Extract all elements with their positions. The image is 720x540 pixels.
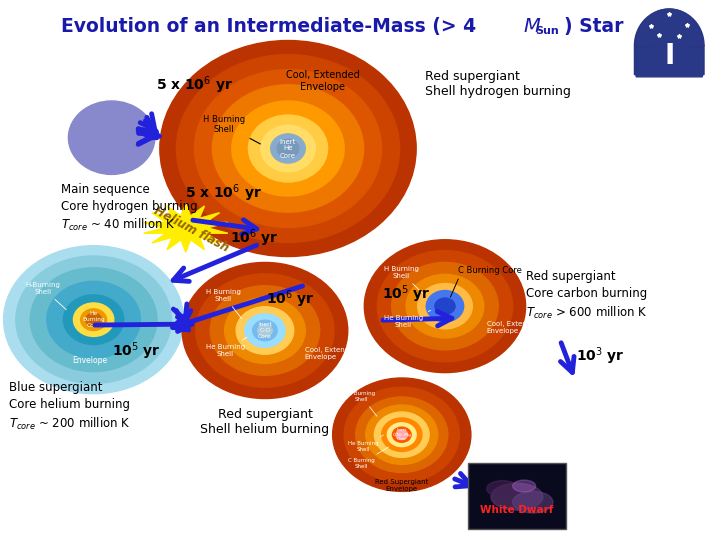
Text: H Burning
Shell: H Burning Shell bbox=[206, 289, 242, 319]
Ellipse shape bbox=[513, 491, 553, 513]
Ellipse shape bbox=[364, 240, 526, 373]
Text: Red supergiant
Shell hydrogen burning: Red supergiant Shell hydrogen burning bbox=[425, 70, 571, 98]
Ellipse shape bbox=[68, 101, 155, 174]
Text: $\mathit{M}$: $\mathit{M}$ bbox=[523, 17, 541, 36]
Ellipse shape bbox=[30, 268, 157, 372]
Ellipse shape bbox=[487, 481, 518, 497]
Ellipse shape bbox=[245, 314, 285, 347]
Text: Red Supergiant
Envelope: Red Supergiant Envelope bbox=[375, 479, 428, 492]
Ellipse shape bbox=[236, 307, 294, 354]
Text: Main sequence
Core hydrogen burning
$T_{core}$ ~ 40 million K: Main sequence Core hydrogen burning $T_{… bbox=[61, 183, 198, 233]
Ellipse shape bbox=[63, 295, 124, 345]
Ellipse shape bbox=[16, 256, 171, 383]
Ellipse shape bbox=[435, 298, 455, 314]
Text: Envelope: Envelope bbox=[73, 356, 107, 364]
Text: 5 x 10$^6$ yr: 5 x 10$^6$ yr bbox=[156, 75, 233, 96]
Text: 10$^6$ yr: 10$^6$ yr bbox=[230, 228, 279, 249]
Ellipse shape bbox=[377, 251, 513, 362]
Text: Blue supergiant
Core helium burning
$T_{core}$ ~ 200 million K: Blue supergiant Core helium burning $T_{… bbox=[9, 381, 130, 431]
Ellipse shape bbox=[387, 423, 416, 447]
Ellipse shape bbox=[86, 313, 102, 326]
Text: He Burning
Shell: He Burning Shell bbox=[384, 310, 431, 328]
Text: 10$^5$ yr: 10$^5$ yr bbox=[382, 284, 431, 305]
Text: Inert
He
Core: Inert He Core bbox=[280, 138, 296, 159]
Text: Inert
C-O
Core: Inert C-O Core bbox=[258, 322, 272, 339]
Text: 10$^3$ yr: 10$^3$ yr bbox=[576, 346, 625, 367]
Text: Cool, Extended
Envelope: Cool, Extended Envelope bbox=[305, 347, 357, 360]
Ellipse shape bbox=[261, 125, 315, 172]
Ellipse shape bbox=[248, 115, 328, 182]
Text: He Burning
Shell: He Burning Shell bbox=[206, 338, 247, 357]
Ellipse shape bbox=[210, 286, 320, 375]
Text: Evolution of an Intermediate-Mass (> 4: Evolution of an Intermediate-Mass (> 4 bbox=[61, 17, 483, 36]
Text: He
Burning
Core: He Burning Core bbox=[82, 312, 105, 328]
Ellipse shape bbox=[81, 309, 107, 330]
Text: C Burning
Shell: C Burning Shell bbox=[348, 447, 389, 469]
Ellipse shape bbox=[253, 320, 277, 341]
Ellipse shape bbox=[396, 430, 408, 440]
Ellipse shape bbox=[418, 284, 472, 329]
Text: H-Burning
Shell: H-Burning Shell bbox=[25, 282, 66, 310]
Ellipse shape bbox=[392, 427, 411, 442]
Ellipse shape bbox=[366, 405, 438, 464]
Ellipse shape bbox=[212, 85, 364, 212]
Text: I: I bbox=[664, 36, 675, 65]
Polygon shape bbox=[636, 9, 703, 77]
Ellipse shape bbox=[271, 134, 305, 163]
Ellipse shape bbox=[333, 378, 471, 491]
Ellipse shape bbox=[406, 274, 484, 338]
Ellipse shape bbox=[73, 303, 114, 336]
Ellipse shape bbox=[344, 387, 459, 482]
Text: ) Star: ) Star bbox=[564, 17, 624, 36]
Text: Cool, Extended
Envelope: Cool, Extended Envelope bbox=[487, 321, 539, 334]
Text: 5 x 10$^6$ yr: 5 x 10$^6$ yr bbox=[185, 183, 261, 204]
Ellipse shape bbox=[356, 397, 448, 472]
Ellipse shape bbox=[196, 274, 334, 387]
Text: Helium flash: Helium flash bbox=[152, 204, 231, 254]
Ellipse shape bbox=[374, 412, 429, 457]
Ellipse shape bbox=[258, 325, 272, 336]
Text: Cool, Extended
Envelope: Cool, Extended Envelope bbox=[286, 70, 359, 92]
Ellipse shape bbox=[225, 298, 305, 363]
Text: C Burning Core: C Burning Core bbox=[458, 266, 522, 275]
Text: H Burning
Shell: H Burning Shell bbox=[384, 266, 423, 293]
Ellipse shape bbox=[160, 40, 416, 256]
Ellipse shape bbox=[382, 418, 422, 451]
Ellipse shape bbox=[4, 246, 184, 394]
Text: 10$^5$ yr: 10$^5$ yr bbox=[112, 340, 161, 362]
Ellipse shape bbox=[277, 139, 299, 158]
Ellipse shape bbox=[176, 55, 400, 242]
Text: Sun: Sun bbox=[536, 26, 559, 36]
FancyBboxPatch shape bbox=[468, 463, 566, 529]
Polygon shape bbox=[144, 204, 228, 252]
Text: I: I bbox=[664, 43, 675, 70]
Text: White Dwarf: White Dwarf bbox=[480, 505, 554, 515]
Polygon shape bbox=[634, 9, 704, 75]
Ellipse shape bbox=[392, 262, 498, 350]
Ellipse shape bbox=[513, 480, 536, 492]
Text: Inert
C-Ne-Mg
Core: Inert C-Ne-Mg Core bbox=[392, 428, 411, 441]
Text: He Burning
Shell: He Burning Shell bbox=[348, 435, 384, 452]
Text: H Burning
Shell: H Burning Shell bbox=[348, 391, 377, 416]
Text: Red supergiant
Core carbon burning
$T_{core}$ > 600 million K: Red supergiant Core carbon burning $T_{c… bbox=[526, 270, 647, 321]
Ellipse shape bbox=[182, 262, 348, 399]
Ellipse shape bbox=[491, 483, 543, 510]
Text: H Burning
Shell: H Burning Shell bbox=[203, 115, 261, 144]
Ellipse shape bbox=[232, 101, 344, 196]
Text: 10$^6$ yr: 10$^6$ yr bbox=[266, 289, 315, 310]
Ellipse shape bbox=[194, 70, 382, 227]
Ellipse shape bbox=[426, 291, 464, 322]
Text: Red supergiant
Shell helium burning: Red supergiant Shell helium burning bbox=[200, 408, 330, 436]
Ellipse shape bbox=[47, 281, 140, 358]
